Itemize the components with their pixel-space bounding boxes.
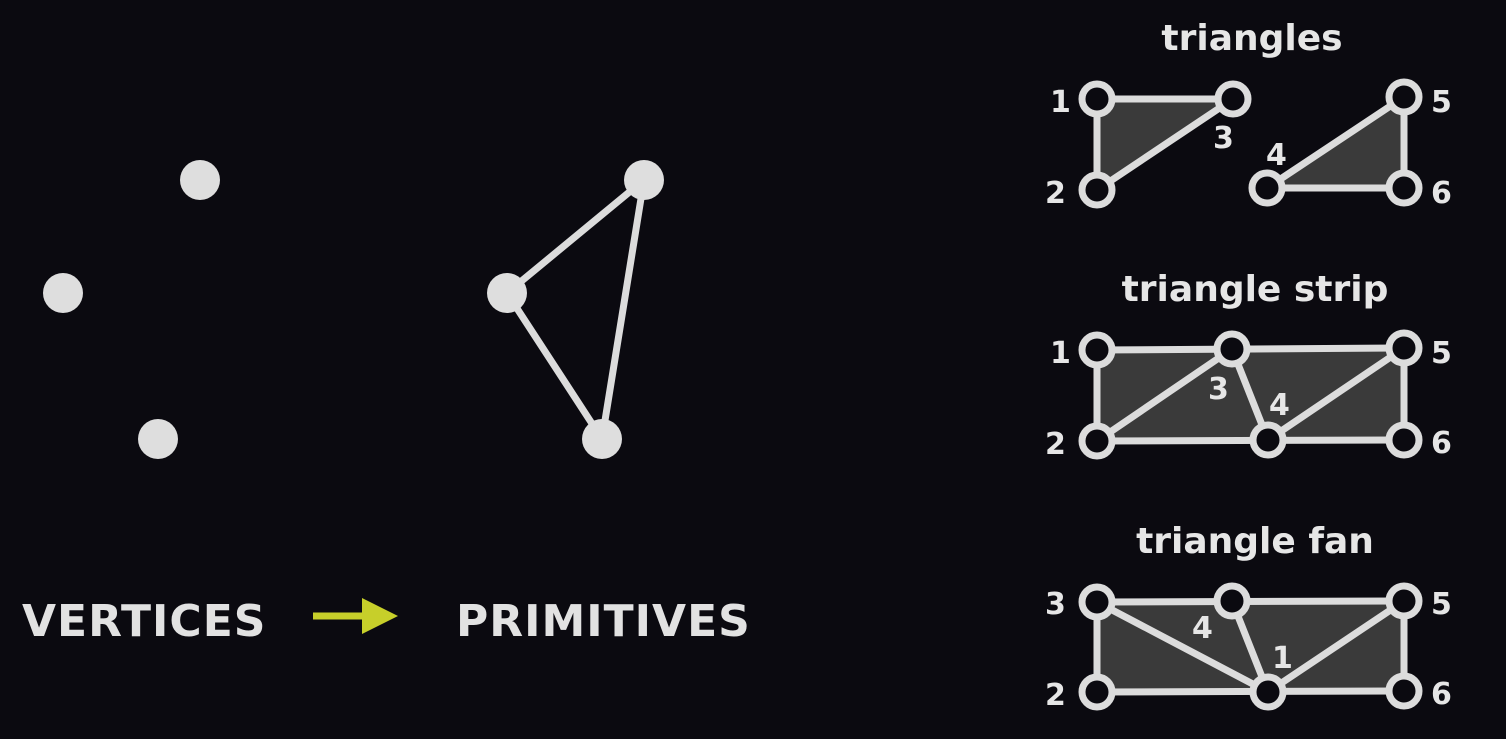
vertex-label: 2 — [1045, 427, 1066, 462]
vertex-ring — [1213, 582, 1251, 620]
primitive-vertex — [487, 273, 527, 313]
vertices-caption: VERTICES — [22, 596, 266, 647]
vertex-label: 3 — [1208, 372, 1229, 407]
vertex-label: 2 — [1045, 176, 1066, 211]
vertex-label: 3 — [1045, 587, 1066, 622]
vertex-label: 5 — [1431, 336, 1452, 371]
primitive-triangle-edges — [503, 176, 648, 443]
vertex-ring — [1385, 78, 1423, 116]
vertex-ring — [1078, 422, 1116, 460]
edge — [1093, 345, 1236, 445]
vertex-ring — [1214, 80, 1252, 118]
triangle-fan-title: triangle fan — [1136, 521, 1374, 562]
edge — [1093, 598, 1272, 696]
vertex-label: 6 — [1431, 176, 1452, 211]
vertex-ring — [1385, 582, 1423, 620]
right-arrow-icon — [313, 598, 398, 634]
vertex-ring — [1078, 673, 1116, 711]
vertex-ring — [1078, 331, 1116, 369]
vertex-label: 1 — [1272, 641, 1293, 676]
vertex-label: 4 — [1192, 611, 1213, 646]
edge — [1263, 93, 1408, 192]
vertex-ring — [1213, 330, 1251, 368]
vertex-label: 2 — [1045, 678, 1066, 713]
vertex-ring — [1249, 421, 1287, 459]
vertex-point — [43, 273, 83, 313]
vertex-ring — [1385, 169, 1423, 207]
vertex-label: 4 — [1269, 388, 1290, 423]
vertex-label: 5 — [1431, 587, 1452, 622]
vertex-ring — [1248, 169, 1286, 207]
primitive-vertex — [582, 419, 622, 459]
edge — [1093, 597, 1408, 606]
vertex-ring — [1078, 583, 1116, 621]
vertex-label: 5 — [1431, 85, 1452, 120]
primitive-vertex — [624, 160, 664, 200]
edge — [1264, 597, 1408, 696]
vertex-label: 1 — [1050, 336, 1071, 371]
vertex-point — [180, 160, 220, 200]
vertex-label: 1 — [1050, 85, 1071, 120]
vertex-label: 6 — [1431, 426, 1452, 461]
primitive-triangle — [487, 160, 664, 459]
triangles-panel: triangles 1 2 3 4 5 6 — [1045, 18, 1452, 211]
primitives-caption: PRIMITIVES — [456, 596, 751, 647]
vertex-point — [138, 419, 178, 459]
triangle-strip-title: triangle strip — [1122, 269, 1389, 310]
edge — [1264, 344, 1408, 444]
triangle-strip-panel: triangle strip 1 2 3 4 5 6 — [1045, 269, 1452, 462]
vertex-ring — [1078, 80, 1116, 118]
triangles-title: triangles — [1161, 18, 1342, 59]
triangle-fan-panel: triangle fan 3 2 4 1 5 6 — [1045, 521, 1452, 713]
vertex-ring — [1385, 672, 1423, 710]
vertex-ring — [1078, 171, 1116, 209]
vertex-ring — [1249, 673, 1287, 711]
vertex-label: 3 — [1213, 121, 1234, 156]
edge — [1093, 95, 1237, 194]
vertex-ring — [1385, 421, 1423, 459]
vertex-label: 6 — [1431, 677, 1452, 712]
vertices-group — [43, 160, 220, 459]
vertex-ring — [1385, 329, 1423, 367]
vertex-label: 4 — [1266, 138, 1287, 173]
